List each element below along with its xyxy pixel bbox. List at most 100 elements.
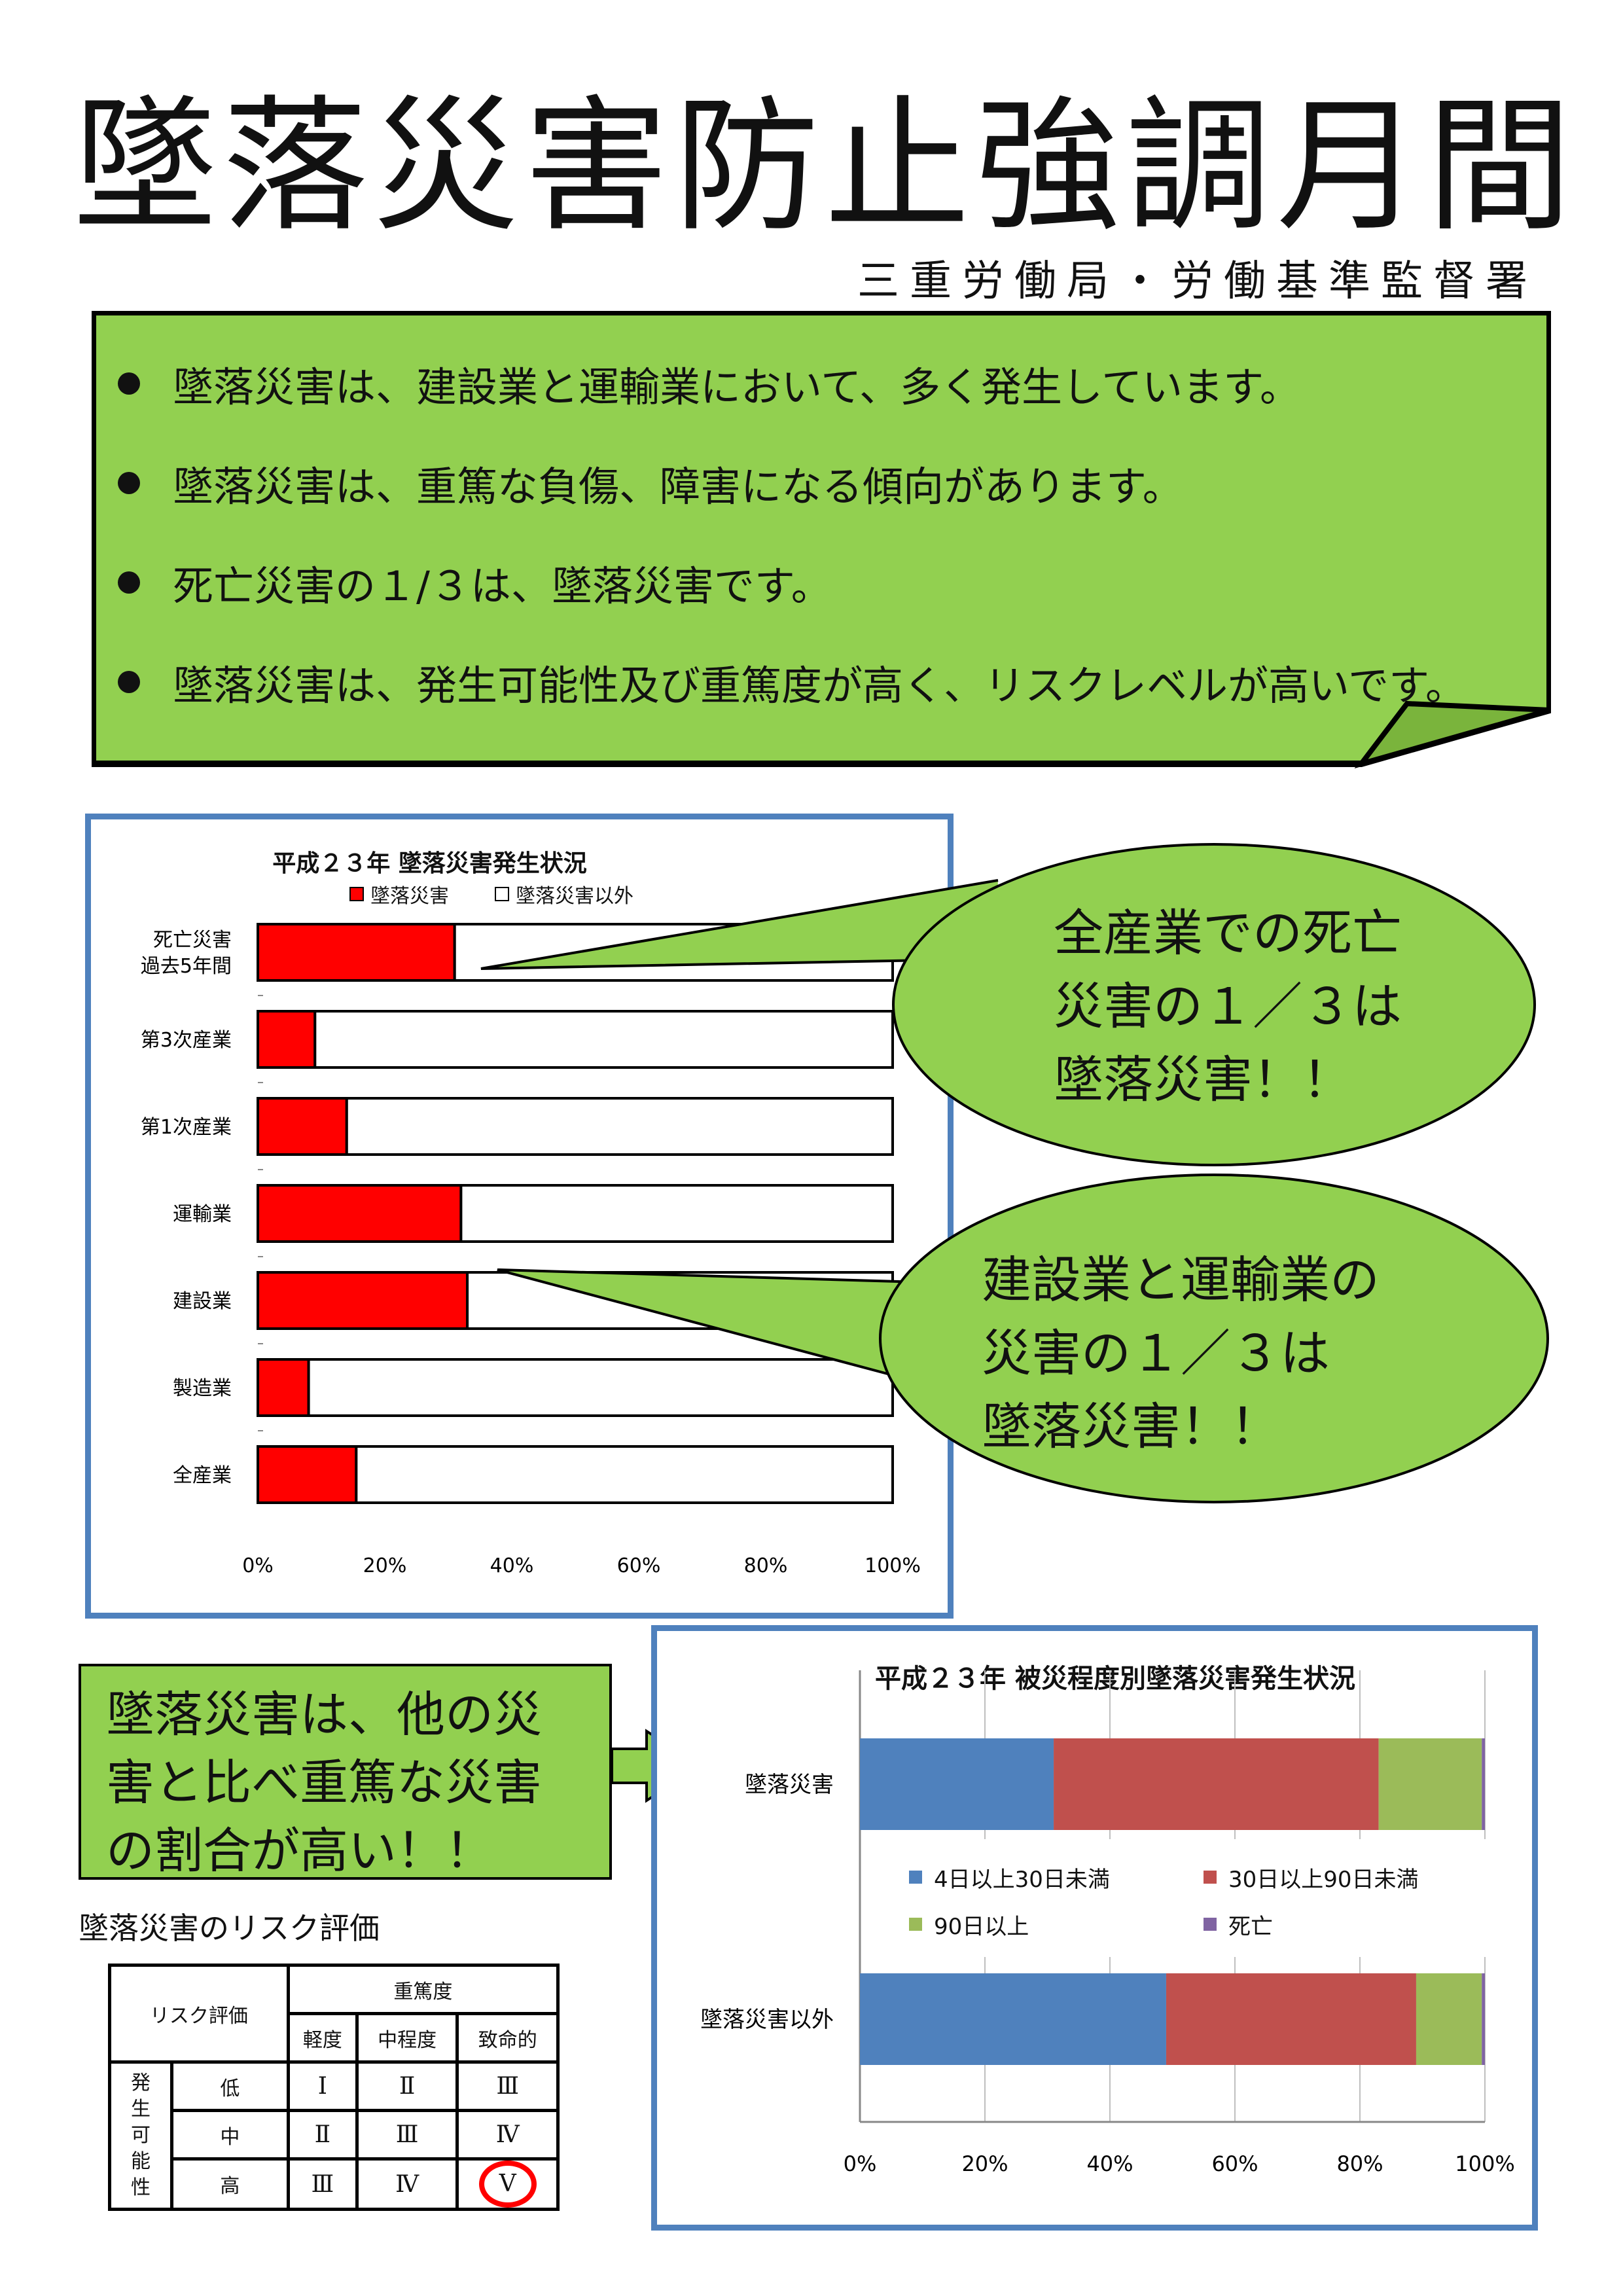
bar-segment bbox=[355, 1445, 895, 1504]
risk-cell: Ⅲ bbox=[455, 2060, 560, 2112]
likelihood-char: 発 bbox=[131, 2072, 151, 2094]
bar-segment bbox=[1482, 1973, 1485, 2065]
note-text: 死亡災害の１/３は、墜落災害です。 bbox=[173, 562, 832, 610]
legend-swatch bbox=[1204, 1871, 1217, 1884]
severity-header: 重篤度 bbox=[286, 1964, 560, 2015]
bar-segment bbox=[257, 1184, 463, 1243]
col-header: 致命的 bbox=[455, 2012, 560, 2064]
bar-segment bbox=[257, 923, 456, 982]
x-tick-label: 100% bbox=[1455, 2151, 1514, 2176]
risk-cell: Ⅱ bbox=[355, 2060, 459, 2112]
bar-segment bbox=[307, 1358, 895, 1417]
category-label: 運輸業 bbox=[173, 1203, 232, 1226]
issuer: 三重労働局・労働基準監督署 bbox=[857, 257, 1538, 306]
bar-segment bbox=[257, 1445, 358, 1504]
x-tick-label: 40% bbox=[490, 1554, 534, 1577]
risk-cell: Ⅲ bbox=[286, 2157, 359, 2211]
note-item: 墜落災害は、建設業と運輸業において、多く発生しています。 bbox=[118, 334, 1551, 433]
bar-segment bbox=[1482, 1738, 1485, 1830]
row-header: 高 bbox=[170, 2157, 290, 2211]
red-circle-marker: Ⅴ bbox=[478, 2161, 537, 2208]
x-tick-label: 40% bbox=[1086, 2151, 1133, 2176]
legend-item-fall: 墜落災害 bbox=[349, 880, 449, 908]
risk-cell: Ⅰ bbox=[286, 2060, 359, 2112]
x-tick-label: 0% bbox=[242, 1554, 274, 1577]
callout-line: 墜落災害！！ bbox=[982, 1397, 1280, 1456]
bar-segment bbox=[313, 1010, 894, 1069]
risk-cell: Ⅳ bbox=[455, 2109, 560, 2161]
note-text: 墜落災害は、建設業と運輸業において、多く発生しています。 bbox=[173, 363, 1300, 411]
legend-item: 死亡 bbox=[1204, 1909, 1498, 1941]
bar-segment bbox=[860, 1973, 1166, 2065]
page-title: 墜落災害防止強調月間 bbox=[72, 82, 1577, 251]
risk-caption: 墜落災害のリスク評価 bbox=[79, 1910, 380, 1946]
callout-line: 全産業での死亡 bbox=[1054, 904, 1402, 962]
category-label: 第1次産業 bbox=[141, 1116, 232, 1139]
chart2-legend: 4日以上30日未満 30日以上90日未満 90日以上 死亡 bbox=[909, 1854, 1498, 1948]
category-label: 墜落災害以外 bbox=[700, 2007, 834, 2033]
category-label: 全産業 bbox=[173, 1464, 232, 1487]
note-item: 死亡災害の１/３は、墜落災害です。 bbox=[118, 533, 1551, 632]
legend-swatch bbox=[909, 1871, 922, 1884]
category-label: 製造業 bbox=[173, 1377, 232, 1400]
legend-item: 90日以上 bbox=[909, 1909, 1204, 1941]
x-tick-label: 80% bbox=[744, 1554, 788, 1577]
likelihood-char: 性 bbox=[131, 2176, 151, 2199]
callout-line: 墜落災害！！ bbox=[1054, 1050, 1352, 1109]
category-label: 墜落災害 bbox=[745, 1772, 834, 1798]
x-tick-label: 60% bbox=[617, 1554, 661, 1577]
severity-chart: 平成２３年 被災程度別墜落災害発生状況 墜落災害 墜落災害以外 0% 20% 40% 60… bbox=[651, 1625, 1538, 2231]
row-header: 中 bbox=[170, 2109, 290, 2161]
fall-accident-chart: 平成２３年 墜落災害発生状況 墜落災害 墜落災害以外 死亡災害 過去5年間 第3次産… bbox=[85, 814, 954, 1619]
x-tick-label: 80% bbox=[1336, 2151, 1383, 2176]
likelihood-char: 可 bbox=[131, 2124, 151, 2147]
category-label: 過去5年間 bbox=[141, 955, 232, 978]
statement-line: の割合が高い！！ bbox=[106, 1823, 493, 1879]
risk-matrix: リスク評価 重篤度 軽度 中程度 致命的 発 生 可 能 性 低 Ⅰ Ⅱ Ⅲ 中… bbox=[108, 1964, 560, 2211]
callout2-text: 建設業と運輸業の 災害の１／３は 墜落災害！！ bbox=[982, 1244, 1380, 1463]
note-text: 墜落災害は、発生可能性及び重篤度が高く、リスクレベルが高いです。 bbox=[173, 662, 1466, 709]
x-tick-label: 100% bbox=[865, 1554, 921, 1577]
legend-label: 90日以上 bbox=[934, 1913, 1029, 1940]
category-label: 第3次産業 bbox=[141, 1029, 232, 1052]
x-tick-label: 20% bbox=[363, 1554, 407, 1577]
legend-label: 死亡 bbox=[1228, 1913, 1273, 1940]
legend-label: 30日以上90日未満 bbox=[1228, 1866, 1419, 1893]
likelihood-header: 発 生 可 能 性 bbox=[108, 2060, 173, 2211]
statement-line: 害と比べ重篤な災害 bbox=[106, 1755, 542, 1811]
bar-segment bbox=[1378, 1738, 1482, 1830]
bar-segment bbox=[345, 1097, 894, 1156]
note-shape bbox=[92, 311, 1551, 769]
bullet-icon bbox=[118, 472, 140, 494]
callout-line: 災害の１／３は bbox=[1054, 977, 1402, 1035]
bar-segment bbox=[1416, 1973, 1482, 2065]
risk-cell: Ⅱ bbox=[286, 2109, 359, 2161]
category-label: 建設業 bbox=[173, 1290, 232, 1313]
bullet-icon bbox=[118, 372, 140, 395]
note-list: 墜落災害は、建設業と運輸業において、多く発生しています。 墜落災害は、重篤な負傷… bbox=[118, 334, 1551, 732]
bar-segment bbox=[257, 1358, 310, 1417]
statement-line: 墜落災害は、他の災 bbox=[106, 1687, 542, 1743]
legend-item: 30日以上90日未満 bbox=[1204, 1861, 1498, 1893]
likelihood-char: 能 bbox=[131, 2150, 151, 2173]
severity-statement: 墜落災害は、他の災 害と比べ重篤な災害 の割合が高い！！ bbox=[79, 1664, 612, 1880]
callout1-text: 全産業での死亡 災害の１／３は 墜落災害！！ bbox=[1054, 897, 1402, 1117]
x-tick-label: 0% bbox=[844, 2151, 877, 2176]
bar-segment bbox=[257, 1010, 317, 1069]
legend-item: 4日以上30日未満 bbox=[909, 1861, 1204, 1893]
bar-segment bbox=[1054, 1738, 1379, 1830]
bar-segment bbox=[459, 1184, 894, 1243]
bar-segment bbox=[257, 1271, 469, 1330]
bar-segment bbox=[1166, 1973, 1416, 2065]
risk-cell: Ⅲ bbox=[355, 2109, 459, 2161]
note-item: 墜落災害は、重篤な負傷、障害になる傾向があります。 bbox=[118, 433, 1551, 533]
legend-background bbox=[861, 1839, 1486, 1957]
legend-swatch bbox=[909, 1918, 922, 1931]
bar-segment bbox=[466, 1271, 894, 1330]
likelihood-char: 生 bbox=[131, 2098, 151, 2121]
risk-cell: Ⅳ bbox=[355, 2157, 459, 2211]
col-header: 中程度 bbox=[355, 2012, 459, 2064]
risk-header: リスク評価 bbox=[108, 1964, 290, 2064]
key-points-note: 墜落災害は、建設業と運輸業において、多く発生しています。 墜落災害は、重篤な負傷… bbox=[92, 311, 1551, 769]
